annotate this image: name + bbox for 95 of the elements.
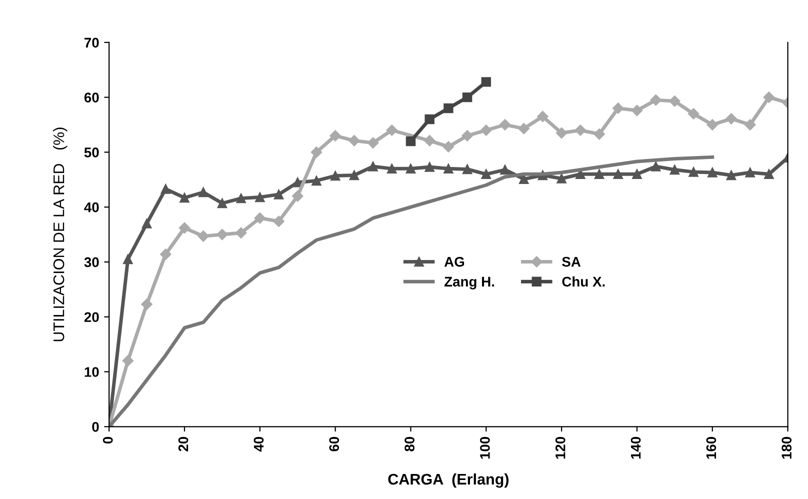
point: [273, 216, 284, 227]
x-tick-label: 180: [782, 436, 792, 459]
point: [180, 192, 190, 203]
y-tick-label: 40: [84, 202, 99, 212]
point: [481, 77, 492, 87]
point: [274, 190, 284, 200]
y-tick-label: 70: [84, 38, 99, 48]
point: [310, 146, 322, 158]
point: [330, 170, 340, 181]
point: [612, 102, 624, 114]
point: [481, 169, 492, 180]
point: [330, 130, 341, 142]
point: [123, 254, 133, 264]
point: [160, 248, 172, 260]
x-tick-label: 0: [102, 436, 113, 444]
point: [462, 92, 472, 102]
point: [254, 212, 266, 224]
point: [349, 170, 360, 180]
x-tick-label: 140: [630, 436, 641, 459]
point: [613, 169, 623, 180]
point: [631, 104, 643, 116]
point: [726, 113, 737, 124]
legend-label: Chu X.: [562, 276, 605, 287]
point: [236, 193, 246, 204]
x-tick-label: 40: [254, 436, 264, 452]
x-tick-label: 120: [555, 436, 566, 459]
y-tick-label: 20: [84, 312, 99, 322]
x-tick-label: 80: [404, 436, 414, 452]
point: [650, 162, 661, 172]
point: [216, 228, 228, 240]
point: [178, 222, 190, 234]
point: [348, 135, 360, 146]
point: [198, 187, 208, 198]
point: [745, 168, 755, 178]
point: [387, 164, 397, 174]
point: [574, 124, 586, 136]
point: [650, 94, 662, 106]
point: [744, 119, 756, 130]
point: [198, 230, 209, 242]
point: [292, 190, 304, 202]
y-axis-title: UTILIZACION DE LA RED (%): [53, 128, 68, 342]
point: [500, 164, 510, 175]
point: [688, 108, 700, 120]
point: [763, 92, 775, 103]
point: [160, 184, 170, 194]
point: [480, 124, 492, 136]
point: [424, 135, 436, 146]
point: [217, 198, 228, 208]
point: [708, 168, 718, 178]
y-tick-label: 10: [84, 367, 99, 377]
y-tick-label: 0: [92, 422, 99, 432]
point: [386, 124, 398, 136]
point: [142, 218, 152, 228]
x-tick-label: 20: [178, 436, 188, 452]
point: [122, 355, 134, 366]
x-tick-label: 160: [706, 436, 716, 459]
point: [141, 298, 152, 310]
point: [462, 164, 472, 174]
point: [444, 164, 454, 174]
point: [499, 119, 511, 130]
point: [556, 174, 566, 184]
point: [424, 162, 434, 172]
point: [518, 122, 530, 134]
point: [556, 127, 568, 139]
y-tick-label: 30: [84, 257, 99, 268]
point: [669, 96, 680, 107]
point: [424, 114, 434, 124]
point: [764, 169, 774, 180]
point: [442, 141, 454, 152]
point: [312, 176, 322, 186]
point: [235, 227, 247, 238]
point: [670, 164, 680, 175]
x-tick-label: 100: [480, 436, 490, 459]
point: [255, 192, 265, 202]
legend-label: SA: [562, 256, 581, 267]
point: [406, 136, 416, 146]
point: [726, 170, 736, 180]
y-tick-label: 60: [84, 92, 99, 102]
point: [594, 128, 605, 140]
point: [444, 103, 454, 114]
point: [594, 169, 604, 180]
point: [368, 162, 378, 172]
y-tick-label: 50: [84, 148, 99, 158]
point: [632, 169, 642, 180]
x-axis-title: CARGA (Erlang): [388, 473, 509, 488]
point: [406, 164, 416, 174]
legend-label: AG: [444, 256, 464, 267]
point: [706, 119, 718, 130]
legend-label: Zang H.: [444, 276, 494, 290]
point: [367, 137, 379, 148]
point: [688, 167, 698, 177]
x-tick-label: 60: [329, 436, 340, 452]
point: [518, 174, 529, 184]
point: [462, 130, 473, 142]
point: [537, 110, 548, 122]
